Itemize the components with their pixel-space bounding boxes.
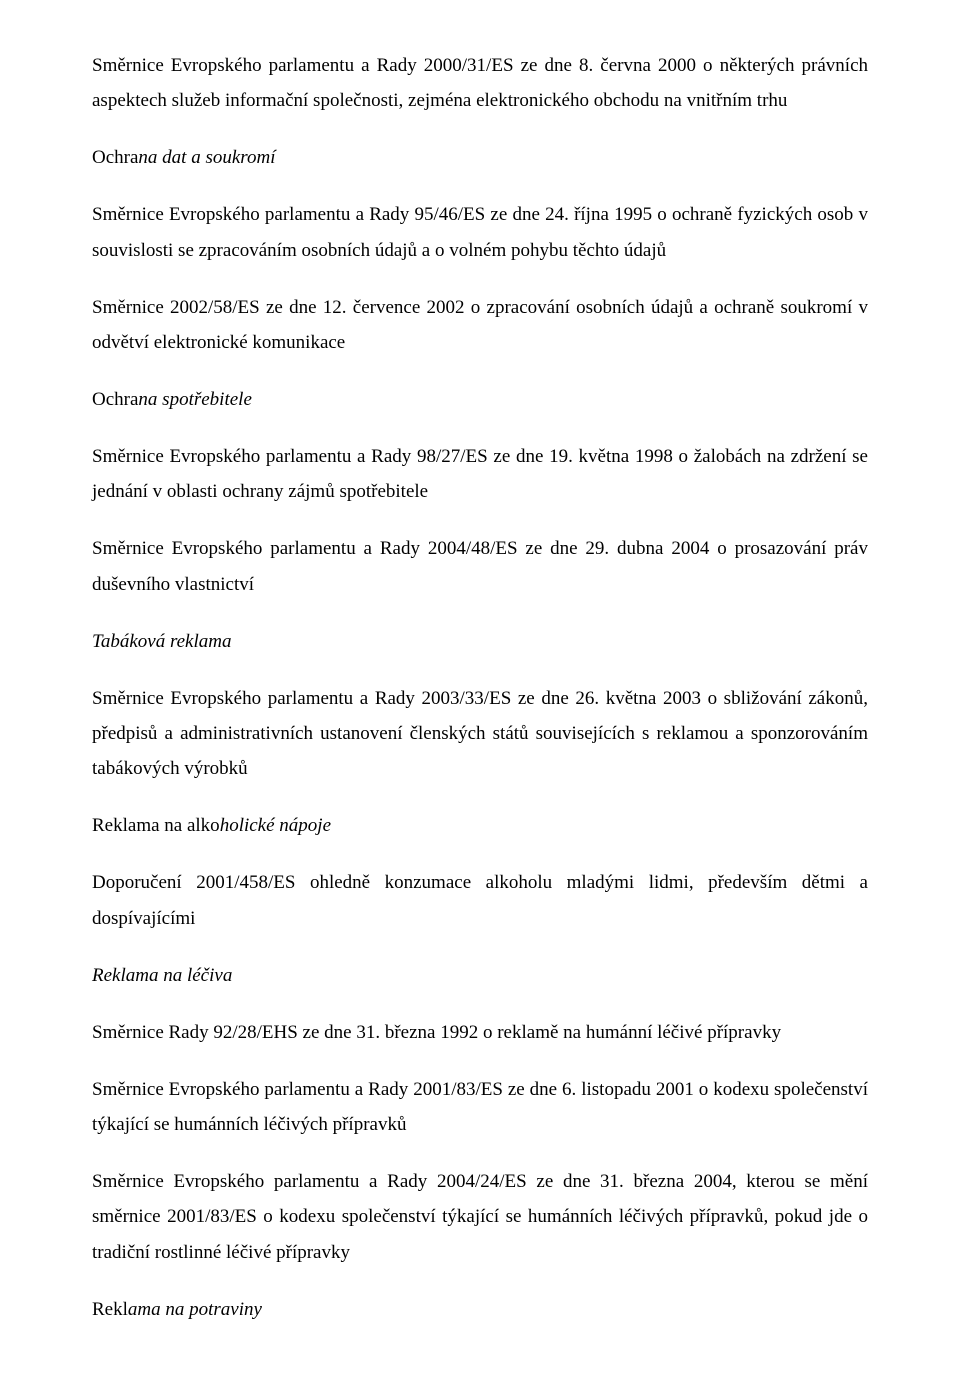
- section-heading-food: Reklama na potraviny: [92, 1292, 868, 1327]
- paragraph: Směrnice Evropského parlamentu a Rady 20…: [92, 1164, 868, 1269]
- heading-text-italic: Reklama na léčiva: [92, 965, 232, 986]
- heading-text-plain: Reklama na alko: [92, 815, 220, 836]
- paragraph: Směrnice 2002/58/ES ze dne 12. července …: [92, 290, 868, 360]
- document-page: Směrnice Evropského parlamentu a Rady 20…: [0, 0, 960, 1393]
- heading-text-plain: Ochra: [92, 389, 138, 410]
- paragraph: Směrnice Evropského parlamentu a Rady 20…: [92, 48, 868, 118]
- paragraph: Směrnice Evropského parlamentu a Rady 95…: [92, 197, 868, 267]
- heading-text-italic: Tabáková reklama: [92, 631, 232, 652]
- section-heading-tobacco: Tabáková reklama: [92, 624, 868, 659]
- paragraph: Směrnice Rady 92/28/EHS ze dne 31. březn…: [92, 1015, 868, 1050]
- paragraph: Doporučení 2001/458/ES ohledně konzumace…: [92, 865, 868, 935]
- paragraph: Směrnice Evropského parlamentu a Rady 20…: [92, 531, 868, 601]
- paragraph: Směrnice Evropského parlamentu a Rady 20…: [92, 1072, 868, 1142]
- section-heading-alcohol: Reklama na alkoholické nápoje: [92, 808, 868, 843]
- heading-text-italic: na spotřebitele: [138, 389, 251, 410]
- section-heading-pharma: Reklama na léčiva: [92, 958, 868, 993]
- heading-text-italic: ama na potraviny: [128, 1299, 262, 1320]
- paragraph: Směrnice Evropského parlamentu a Rady 20…: [92, 681, 868, 786]
- section-heading-consumer-protection: Ochrana spotřebitele: [92, 382, 868, 417]
- heading-text-plain: Rekl: [92, 1299, 128, 1320]
- paragraph: Směrnice Evropského parlamentu a Rady 98…: [92, 439, 868, 509]
- section-heading-data-privacy: Ochrana dat a soukromí: [92, 140, 868, 175]
- heading-text-italic: holické nápoje: [220, 815, 331, 836]
- heading-text-plain: Ochra: [92, 147, 138, 168]
- heading-text-italic: na dat a soukromí: [138, 147, 275, 168]
